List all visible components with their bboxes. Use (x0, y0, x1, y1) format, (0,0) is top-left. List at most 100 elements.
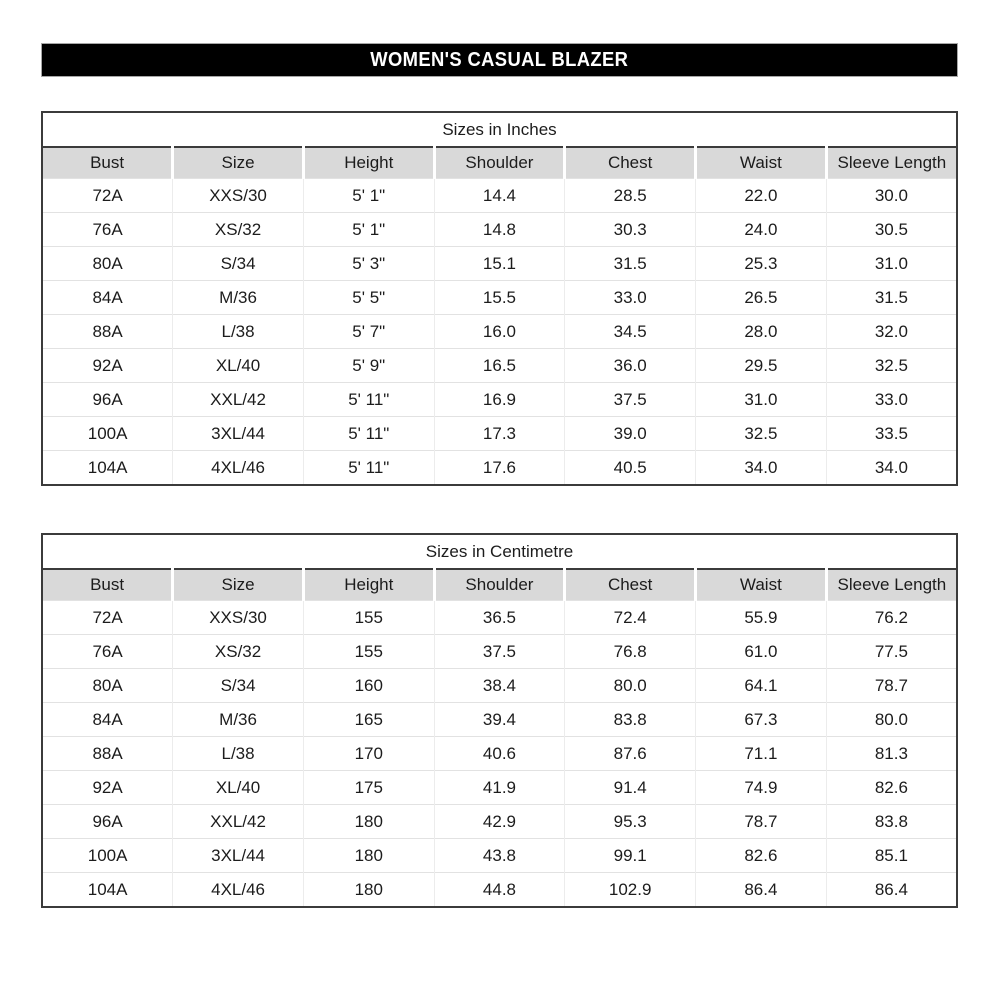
table-cell: 100A (42, 416, 173, 451)
sizes-in-centimetre-table: Sizes in Centimetre Bust Size Height Should… (41, 533, 958, 908)
table-cell: 28.5 (564, 178, 696, 213)
table-cell: 99.1 (564, 838, 696, 873)
table-row: 104A 4XL/46 5' 11" 17.6 40.5 34.0 34.0 (42, 450, 957, 485)
table-cell: 155 (302, 600, 435, 635)
table-cell: 5' 11" (302, 416, 435, 451)
table-cell: 80A (42, 668, 173, 703)
table-cell: 82.6 (695, 838, 827, 873)
table-cell: 16.9 (433, 382, 565, 417)
column-header: Size (171, 569, 304, 601)
table-row: 84A M/36 165 39.4 83.8 67.3 80.0 (42, 702, 957, 737)
table-row: 88A L/38 5' 7" 16.0 34.5 28.0 32.0 (42, 314, 957, 349)
table-row: 80A S/34 160 38.4 80.0 64.1 78.7 (42, 668, 957, 703)
table-cell: 42.9 (433, 804, 565, 839)
table-row: 96A XXL/42 5' 11" 16.9 37.5 31.0 33.0 (42, 382, 957, 417)
table-cell: M/36 (172, 702, 304, 737)
column-header: Bust (42, 569, 173, 601)
table-cell: 72.4 (564, 600, 696, 635)
table-row: 84A M/36 5' 5" 15.5 33.0 26.5 31.5 (42, 280, 957, 315)
table-cell: 30.5 (825, 212, 957, 247)
cm-table-body: 72A XXS/30 155 36.5 72.4 55.9 76.2 76A XS/32 155 3… (42, 600, 957, 907)
column-header: Waist (694, 569, 827, 601)
table-cell: 104A (42, 872, 173, 907)
table-cell: 76.8 (564, 634, 696, 669)
table-row: 104A 4XL/46 180 44.8 102.9 86.4 86.4 (42, 872, 957, 907)
table-cell: 76A (42, 212, 173, 247)
table-row: 80A S/34 5' 3" 15.1 31.5 25.3 31.0 (42, 246, 957, 281)
table-row: 76A XS/32 5' 1" 14.8 30.3 24.0 30.5 (42, 212, 957, 247)
table-cell: XXL/42 (172, 382, 304, 417)
table-cell: 5' 3" (302, 246, 435, 281)
table-cell: 180 (302, 872, 435, 907)
table-cell: 28.0 (695, 314, 827, 349)
table-cell: 77.5 (825, 634, 957, 669)
column-header: Height (301, 147, 435, 179)
table-cell: 33.0 (825, 382, 957, 417)
table-cell: 17.3 (433, 416, 565, 451)
table-cell: 74.9 (695, 770, 827, 805)
table-cell: 32.5 (825, 348, 957, 383)
table-cell: 88A (42, 314, 173, 349)
table-cell: 41.9 (433, 770, 565, 805)
table-cell: 86.4 (695, 872, 827, 907)
table-row: 100A 3XL/44 5' 11" 17.3 39.0 32.5 33.5 (42, 416, 957, 451)
table-cell: 95.3 (564, 804, 696, 839)
product-title-banner: WOMEN'S CASUAL BLAZER (41, 43, 958, 77)
table-cell: XS/32 (172, 212, 304, 247)
column-header: Size (171, 147, 304, 179)
table-cell: 34.5 (564, 314, 696, 349)
table-cell: XXS/30 (172, 600, 304, 635)
table-cell: 40.5 (564, 450, 696, 485)
column-header: Chest (563, 147, 696, 179)
table-cell: 24.0 (695, 212, 827, 247)
table-row: 96A XXL/42 180 42.9 95.3 78.7 83.8 (42, 804, 957, 839)
table-cell: 84A (42, 280, 173, 315)
table-cell: 36.5 (433, 600, 565, 635)
column-header: Shoulder (432, 147, 565, 179)
column-header: Sleeve Length (824, 147, 957, 179)
table-row: 76A XS/32 155 37.5 76.8 61.0 77.5 (42, 634, 957, 669)
table-cell: 39.4 (433, 702, 565, 737)
table-cell: 15.5 (433, 280, 565, 315)
table-cell: 30.0 (825, 178, 957, 213)
table-cell: 180 (302, 838, 435, 873)
column-header: Height (301, 569, 435, 601)
column-header: Sleeve Length (824, 569, 957, 601)
table-cell: XS/32 (172, 634, 304, 669)
column-header-row: Bust Size Height Shoulder Chest Waist Sleeve L… (42, 569, 957, 601)
table-cell: 37.5 (564, 382, 696, 417)
table-cell: 31.5 (564, 246, 696, 281)
column-header: Shoulder (432, 569, 565, 601)
table-cell: 83.8 (825, 804, 957, 839)
table-cell: 85.1 (825, 838, 957, 873)
table-cell: 33.5 (825, 416, 957, 451)
table-cell: 80.0 (564, 668, 696, 703)
table-cell: 96A (42, 382, 173, 417)
inches-table-body: 72A XXS/30 5' 1" 14.4 28.5 22.0 30.0 76A XS/32 5'… (42, 178, 957, 485)
table-cell: 43.8 (433, 838, 565, 873)
table-cell: 64.1 (695, 668, 827, 703)
table-cell: 104A (42, 450, 173, 485)
table-cell: 71.1 (695, 736, 827, 771)
table-cell: 76A (42, 634, 173, 669)
table-cell: 40.6 (433, 736, 565, 771)
table-cell: 165 (302, 702, 435, 737)
table-title: Sizes in Inches (42, 112, 957, 148)
table-cell: 29.5 (695, 348, 827, 383)
table-cell: XXL/42 (172, 804, 304, 839)
table-cell: XXS/30 (172, 178, 304, 213)
table-cell: S/34 (172, 246, 304, 281)
column-header-row: Bust Size Height Shoulder Chest Waist Sleeve L… (42, 147, 957, 179)
table-title-row: Sizes in Centimetre (42, 534, 957, 570)
table-cell: 33.0 (564, 280, 696, 315)
table-cell: 155 (302, 634, 435, 669)
table-cell: 5' 11" (302, 450, 435, 485)
table-cell: 5' 5" (302, 280, 435, 315)
table-cell: 14.4 (433, 178, 565, 213)
table-cell: 92A (42, 348, 173, 383)
table-cell: 4XL/46 (172, 450, 304, 485)
table-cell: 14.8 (433, 212, 565, 247)
table-row: 72A XXS/30 155 36.5 72.4 55.9 76.2 (42, 600, 957, 635)
table-row: 92A XL/40 5' 9" 16.5 36.0 29.5 32.5 (42, 348, 957, 383)
table-row: 72A XXS/30 5' 1" 14.4 28.5 22.0 30.0 (42, 178, 957, 213)
